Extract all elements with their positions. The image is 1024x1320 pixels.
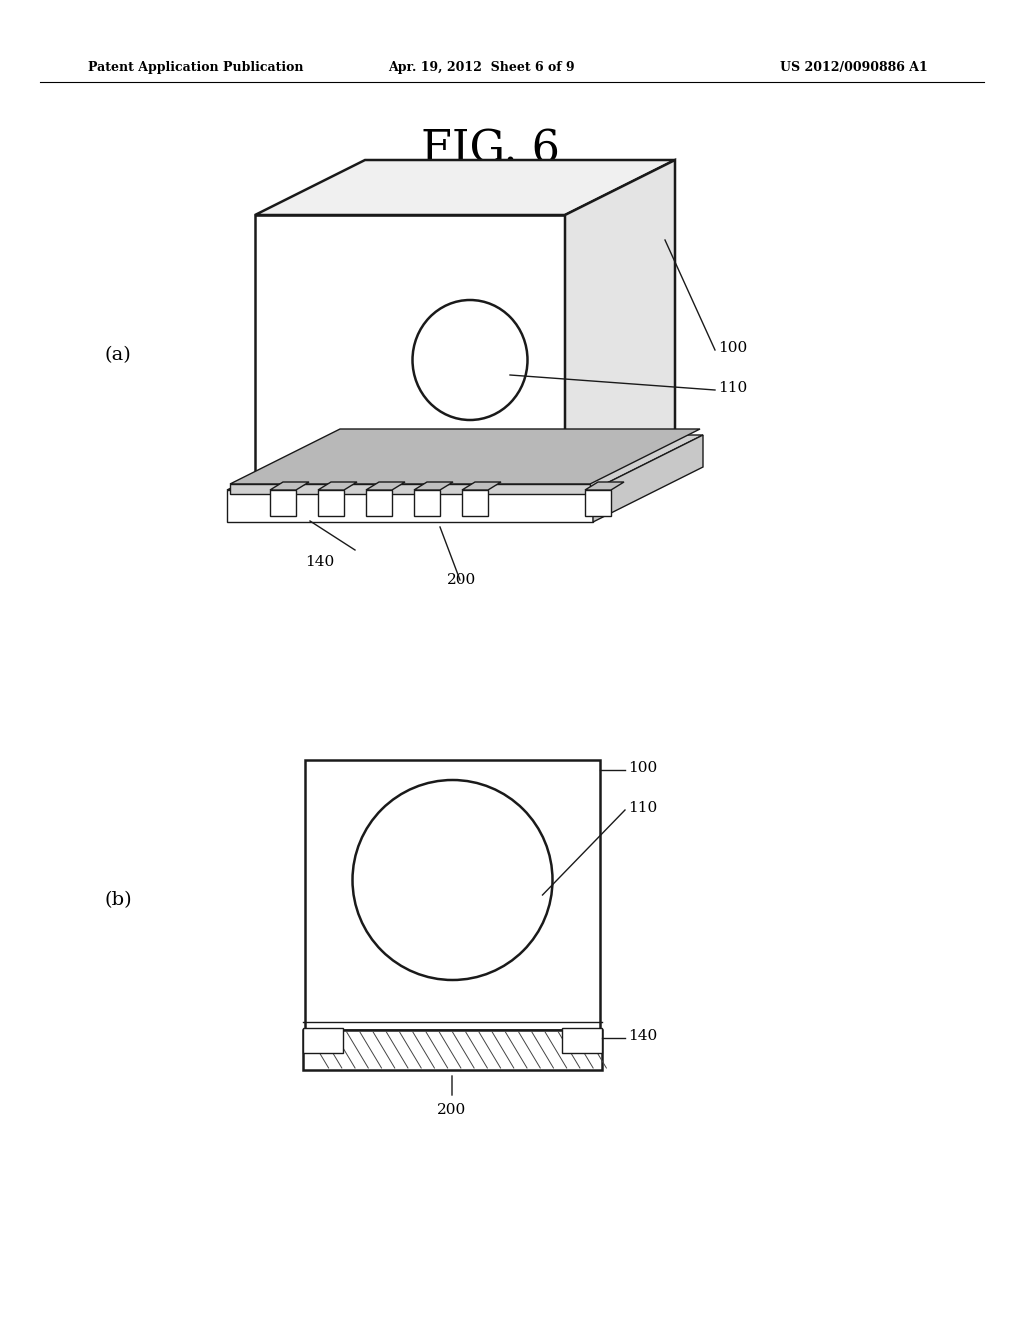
Polygon shape xyxy=(303,1030,602,1071)
Polygon shape xyxy=(414,482,453,490)
Polygon shape xyxy=(255,160,675,215)
Text: FIG. 6: FIG. 6 xyxy=(421,128,559,172)
Polygon shape xyxy=(462,490,488,516)
Text: Patent Application Publication: Patent Application Publication xyxy=(88,62,303,74)
Text: (a): (a) xyxy=(104,346,131,364)
Text: Apr. 19, 2012  Sheet 6 of 9: Apr. 19, 2012 Sheet 6 of 9 xyxy=(388,62,574,74)
Polygon shape xyxy=(462,482,501,490)
Polygon shape xyxy=(366,482,406,490)
Polygon shape xyxy=(230,484,590,494)
Polygon shape xyxy=(227,490,593,521)
Text: 140: 140 xyxy=(628,1030,657,1043)
Polygon shape xyxy=(593,436,703,521)
Text: 110: 110 xyxy=(628,801,657,814)
Text: 200: 200 xyxy=(447,573,476,587)
Polygon shape xyxy=(562,1028,602,1053)
Polygon shape xyxy=(585,482,624,490)
Polygon shape xyxy=(305,760,600,1030)
Polygon shape xyxy=(318,482,357,490)
Polygon shape xyxy=(303,1028,343,1053)
Text: 200: 200 xyxy=(437,1104,467,1117)
Polygon shape xyxy=(255,215,565,490)
Text: 100: 100 xyxy=(628,762,657,775)
Polygon shape xyxy=(366,490,392,516)
Polygon shape xyxy=(318,490,344,516)
Text: 110: 110 xyxy=(718,381,748,395)
Polygon shape xyxy=(230,429,700,484)
Polygon shape xyxy=(585,490,611,516)
Polygon shape xyxy=(270,490,296,516)
Text: 100: 100 xyxy=(718,341,748,355)
Polygon shape xyxy=(270,482,309,490)
Text: 140: 140 xyxy=(305,554,335,569)
Text: US 2012/0090886 A1: US 2012/0090886 A1 xyxy=(780,62,928,74)
Polygon shape xyxy=(414,490,440,516)
Polygon shape xyxy=(227,436,703,490)
Text: (b): (b) xyxy=(104,891,132,909)
Polygon shape xyxy=(565,160,675,490)
